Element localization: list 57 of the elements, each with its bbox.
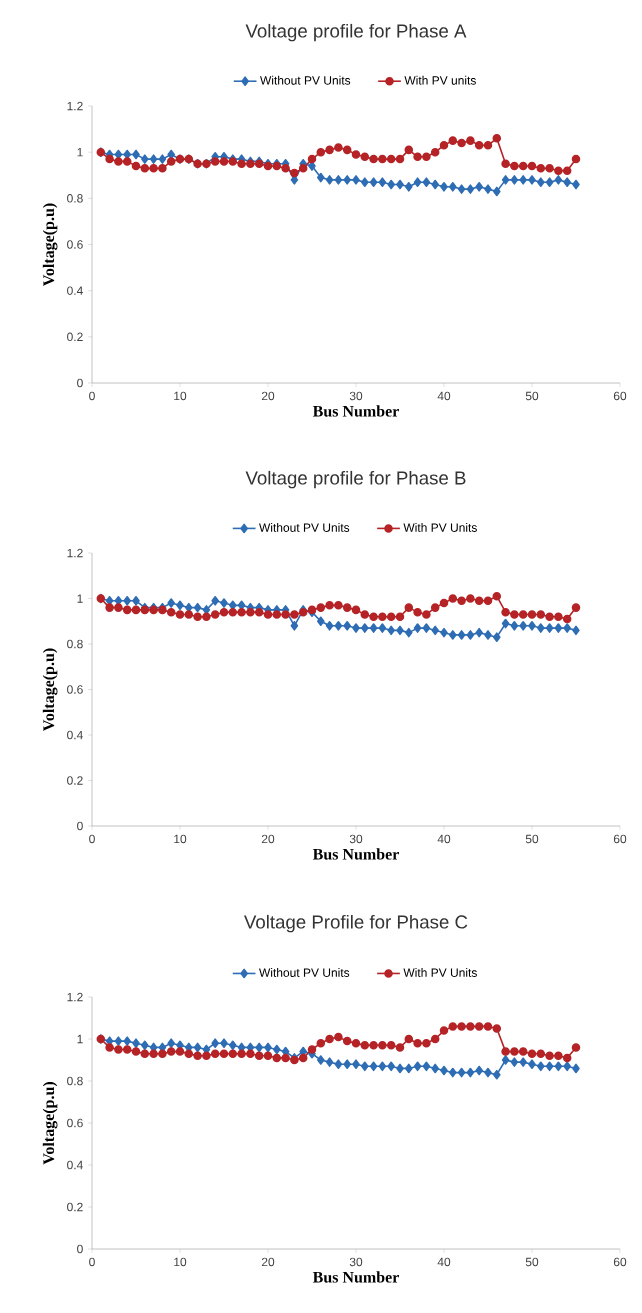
y-axis-title: Voltage(p.u): [42, 1082, 58, 1165]
x-tick-label: 0: [89, 834, 95, 844]
x-tick-label: 10: [174, 834, 187, 844]
x-tick-label: 20: [261, 1257, 275, 1267]
y-tick-label: 1: [77, 1034, 83, 1044]
x-tick-label: 60: [613, 834, 627, 844]
y-tick-label: 0.6: [67, 240, 83, 249]
y-tick-label: 0.4: [67, 286, 83, 295]
y-tick-label: 0.8: [67, 1076, 83, 1086]
x-axis-title: Bus Number: [312, 848, 399, 860]
y-tick-label: 0.8: [67, 194, 83, 203]
y-tick-label: 0.8: [67, 639, 83, 649]
legend-label: With PV Units: [403, 968, 477, 977]
y-tick-label: 1.2: [67, 992, 83, 1002]
y-tick-label: 0.4: [67, 730, 83, 740]
x-tick-label: 50: [525, 391, 539, 401]
chart-title: Voltage profile for Phase B: [245, 470, 466, 489]
y-tick-label: 1: [77, 594, 83, 603]
y-tick-label: 0.2: [67, 332, 83, 342]
x-tick-label: 40: [437, 1257, 451, 1267]
chart-title: Voltage Profile for Phase C: [244, 914, 468, 933]
y-tick-label: 1.2: [67, 101, 83, 111]
y-tick-label: 0: [77, 821, 83, 831]
y-axis-title: Voltage(p.u): [42, 648, 58, 732]
y-tick-label: 0.6: [67, 1118, 83, 1128]
x-tick-label: 20: [261, 391, 275, 401]
x-tick-label: 10: [174, 391, 187, 401]
x-tick-label: 60: [613, 391, 627, 401]
x-tick-label: 30: [349, 391, 363, 401]
x-tick-label: 60: [613, 1257, 627, 1267]
x-tick-label: 40: [437, 834, 451, 844]
legend-label: With PV Units: [403, 523, 477, 532]
x-tick-label: 20: [261, 834, 275, 844]
y-tick-label: 1.2: [67, 548, 83, 558]
x-axis-title: Bus Number: [312, 405, 399, 417]
y-tick-label: 0.2: [67, 776, 83, 785]
x-tick-label: 50: [525, 1257, 539, 1267]
y-tick-label: 0.6: [67, 685, 83, 694]
x-tick-label: 50: [525, 834, 539, 844]
x-tick-label: 10: [174, 1257, 187, 1267]
y-tick-label: 1: [77, 148, 83, 157]
x-tick-label: 0: [89, 1257, 95, 1267]
y-tick-label: 0.4: [67, 1160, 83, 1170]
chart-title: Voltage profile for Phase A: [245, 23, 467, 42]
y-tick-label: 0.2: [67, 1202, 83, 1212]
y-tick-label: 0: [77, 1244, 83, 1254]
x-axis-title: Bus Number: [312, 1271, 399, 1283]
y-axis-title: Voltage(p.u): [42, 203, 58, 287]
y-tick-label: 0: [77, 378, 83, 388]
x-tick-label: 30: [349, 1257, 363, 1267]
legend-label: With PV units: [404, 75, 476, 85]
legend-label: Without PV Units: [259, 968, 350, 977]
x-tick-label: 0: [89, 391, 95, 401]
legend-label: Without PV Units: [259, 523, 350, 532]
legend-label: Without PV Units: [260, 75, 351, 85]
x-tick-label: 30: [349, 834, 363, 844]
x-tick-label: 40: [437, 391, 451, 401]
